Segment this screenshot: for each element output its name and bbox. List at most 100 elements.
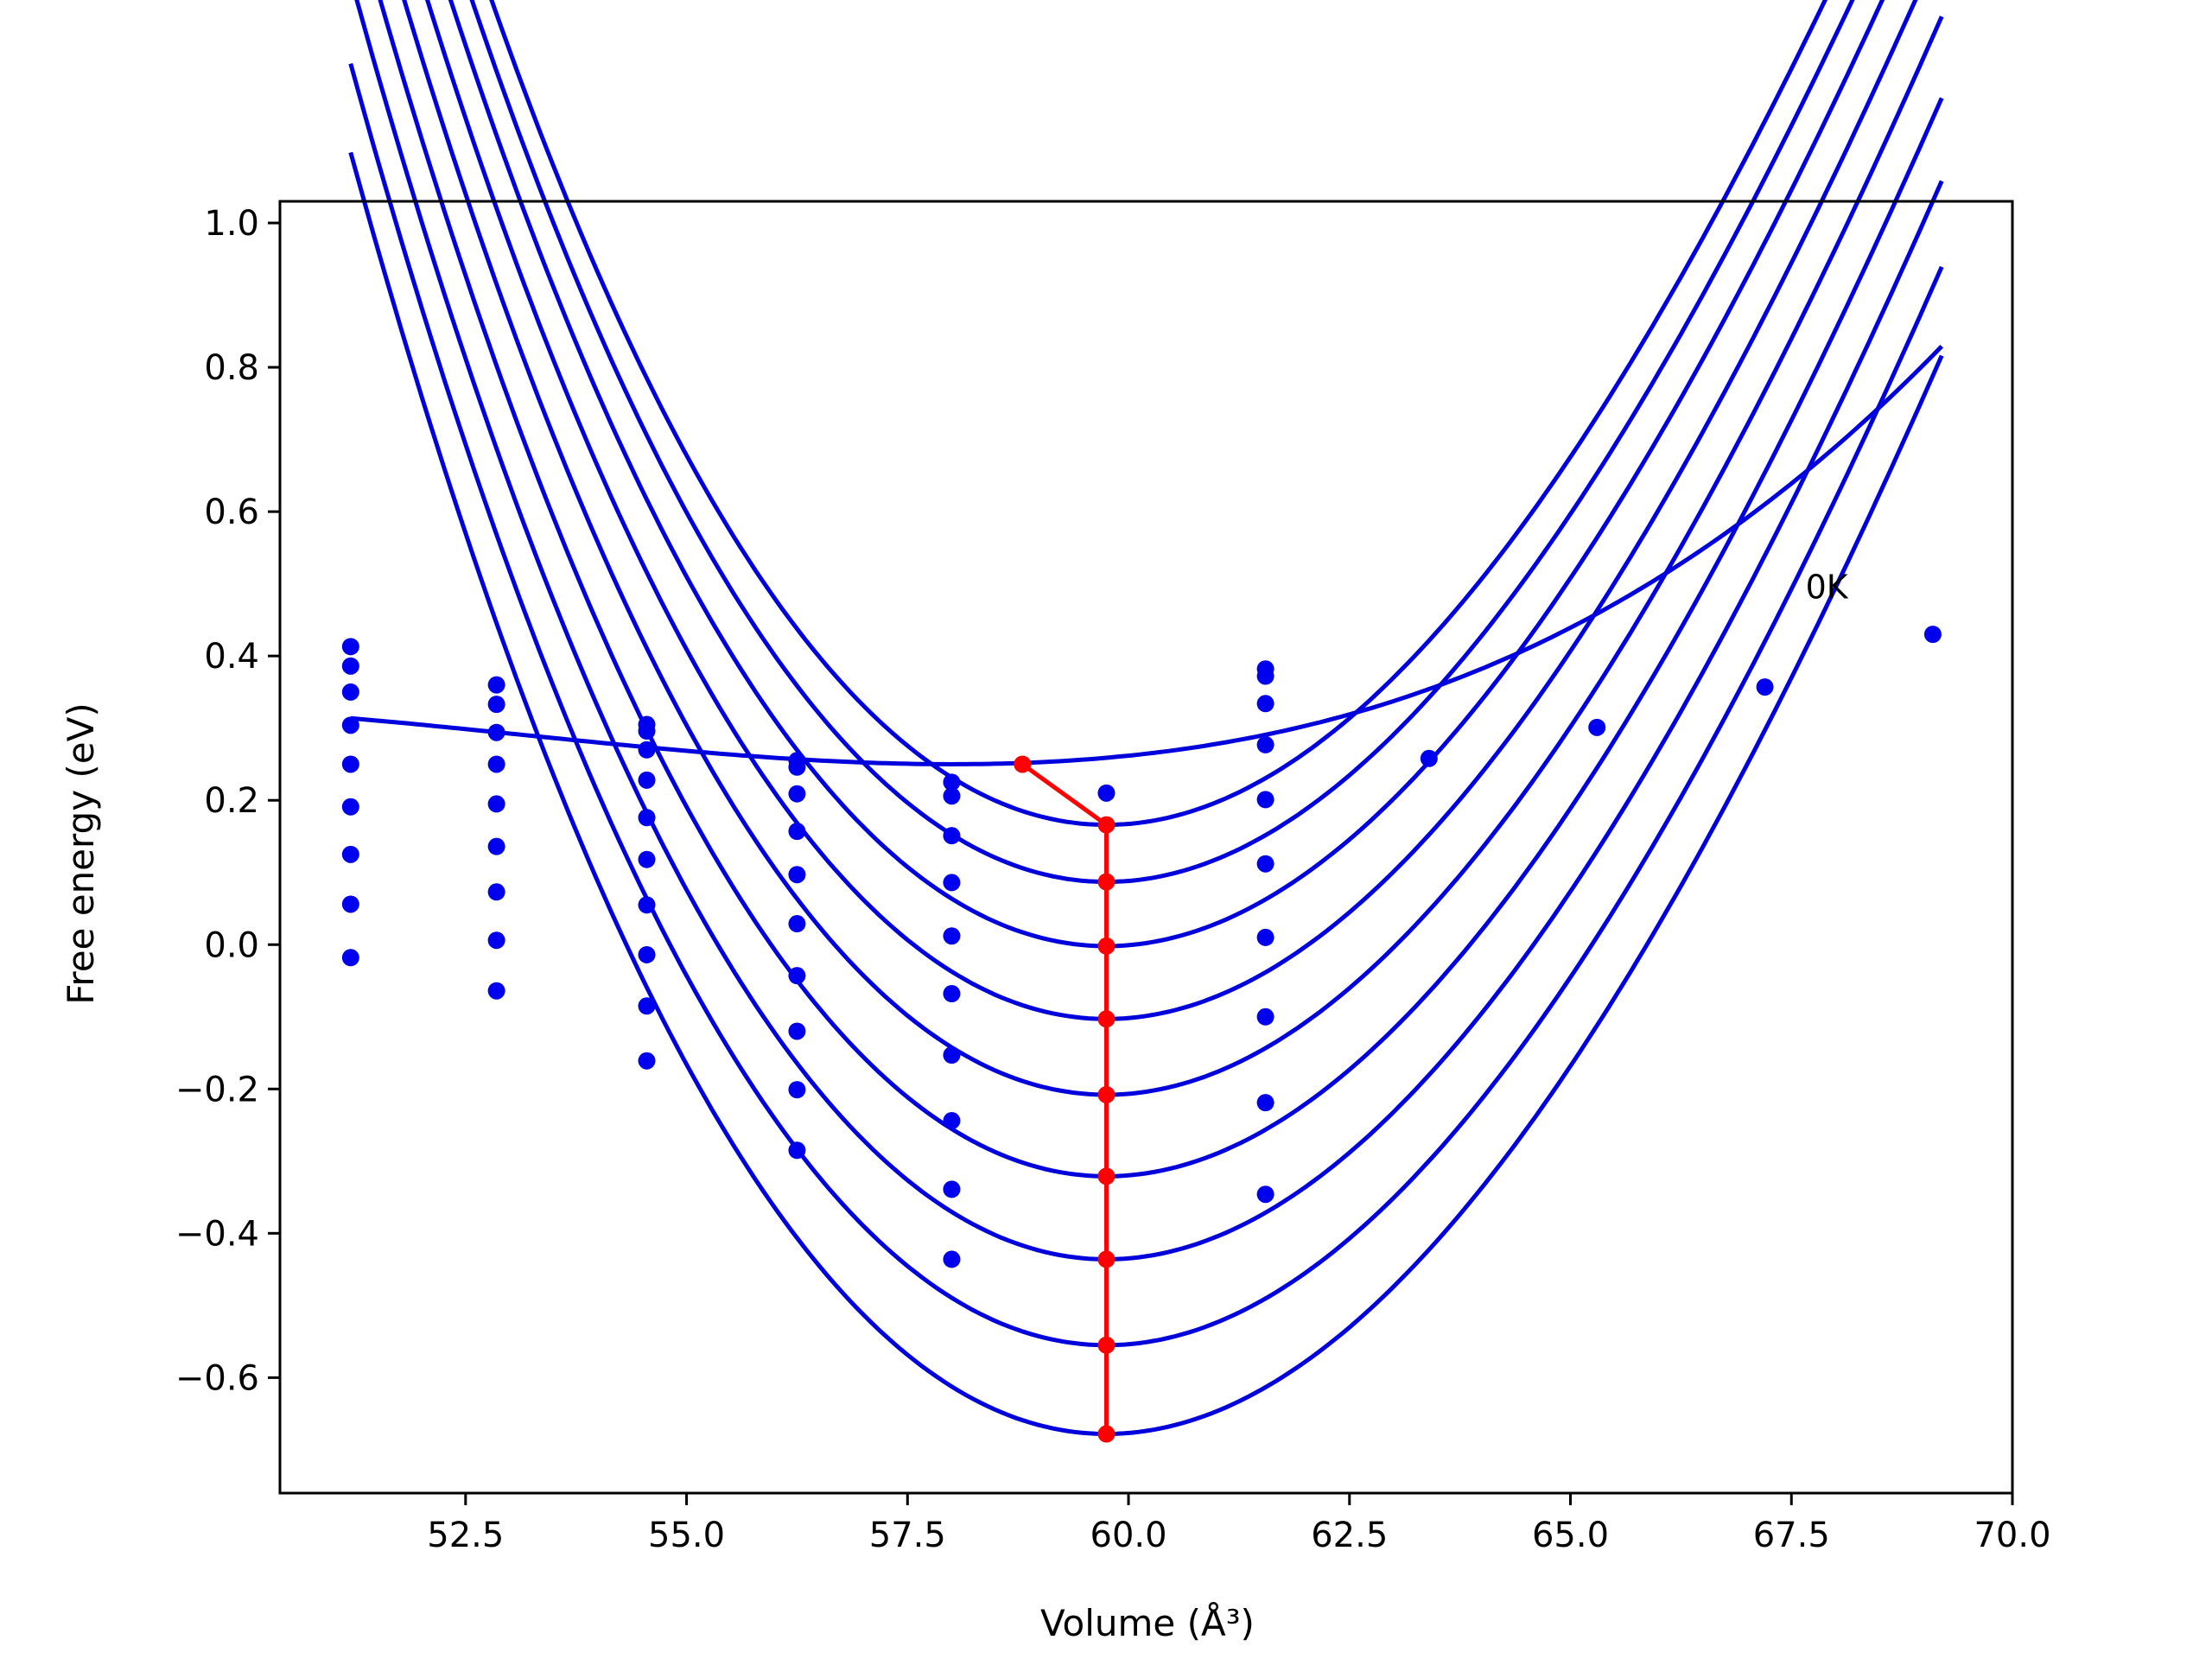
data-point [1256, 1094, 1274, 1112]
data-point [341, 657, 359, 675]
data-point [943, 1250, 961, 1268]
data-point [943, 1180, 961, 1198]
data-point [788, 866, 806, 884]
data-point [638, 850, 656, 868]
data-point [1256, 855, 1274, 873]
data-point [943, 874, 961, 892]
data-point [788, 1141, 806, 1160]
data-point [788, 1022, 806, 1040]
y-tick-label: 1.0 [204, 204, 259, 244]
data-point [943, 1046, 961, 1065]
fit-curve-10 [348, 151, 1944, 1436]
y-tick-label: 0.4 [204, 637, 259, 677]
data-point [1256, 667, 1274, 685]
data-point [487, 931, 505, 950]
minimum-point [1097, 1167, 1116, 1185]
y-tick-label: 0.2 [204, 781, 259, 821]
x-tick-label: 55.0 [648, 1516, 725, 1555]
minimum-point [1097, 1010, 1116, 1028]
data-point [341, 949, 359, 967]
minimum-point [1097, 816, 1116, 834]
fit-curve-8 [354, 0, 1944, 1262]
minimum-point [1097, 1336, 1116, 1354]
data-point [487, 837, 505, 855]
data-point [1588, 718, 1606, 736]
y-axis-ticks: −0.6 −0.4 −0.2 0.0 0.2 0.4 0.6 0.8 1.0 [175, 204, 280, 1398]
fit-curve-3 [469, 0, 1855, 885]
curve-annotation: 0K [1806, 568, 1849, 606]
x-tick-label: 70.0 [1974, 1516, 2050, 1555]
minimum-point [1097, 937, 1116, 955]
data-point [788, 967, 806, 985]
data-point [487, 883, 505, 901]
data-point [1420, 749, 1438, 767]
data-point [1256, 1007, 1274, 1026]
y-axis-label: Free energy (eV) [60, 702, 102, 1005]
x-tick-label: 52.5 [427, 1516, 504, 1555]
plot-frame [278, 200, 2014, 1495]
data-point [1756, 678, 1774, 696]
data-point [788, 785, 806, 803]
data-points [341, 626, 1942, 1268]
data-point [487, 755, 505, 773]
fit-curve-1 [350, 345, 1943, 767]
x-tick-label: 65.0 [1532, 1516, 1609, 1555]
fit-curve-9 [348, 63, 1944, 1348]
data-point [638, 1052, 656, 1070]
data-point [487, 676, 505, 694]
data-point [341, 895, 359, 913]
data-point [788, 1081, 806, 1099]
minima-path [1014, 755, 1116, 1443]
y-tick-label: −0.4 [175, 1214, 259, 1254]
data-point [638, 771, 656, 789]
data-point [638, 997, 656, 1015]
data-point [1097, 784, 1116, 802]
data-point [487, 795, 505, 813]
data-point [1256, 695, 1274, 713]
minimum-point [1097, 1425, 1116, 1443]
data-point [341, 755, 359, 773]
data-point [341, 638, 359, 656]
data-point [1256, 1185, 1274, 1204]
data-point [788, 915, 806, 933]
data-point [638, 896, 656, 914]
x-axis-label: Volume (Å³) [1040, 1601, 1255, 1644]
data-point [788, 758, 806, 776]
y-tick-label: 0.6 [204, 493, 259, 532]
data-point [341, 798, 359, 816]
y-tick-label: −0.2 [175, 1070, 259, 1109]
x-axis-ticks: 52.5 55.0 57.5 60.0 62.5 65.0 67.5 70.0 [427, 1493, 2051, 1555]
y-tick-label: 0.0 [204, 925, 259, 965]
x-tick-label: 67.5 [1753, 1516, 1830, 1555]
data-point [638, 741, 656, 759]
data-point [341, 716, 359, 734]
x-tick-label: 60.0 [1090, 1516, 1167, 1555]
data-point [487, 696, 505, 714]
data-point [487, 982, 505, 1000]
data-point [943, 787, 961, 805]
fit-curve-6 [402, 0, 1944, 1097]
minimum-point [1097, 1250, 1116, 1268]
y-tick-label: 0.8 [204, 348, 259, 388]
x-tick-label: 62.5 [1311, 1516, 1388, 1555]
data-point [341, 683, 359, 701]
data-point [1256, 791, 1274, 809]
fit-curve-5 [425, 0, 1918, 1021]
data-point [943, 1112, 961, 1130]
minimum-point [1097, 873, 1116, 891]
fit-curves [348, 0, 1944, 1436]
data-point [943, 927, 961, 945]
data-point [1923, 626, 1942, 644]
annotations: 0K [1806, 568, 1849, 606]
data-point [1256, 928, 1274, 946]
data-point [788, 823, 806, 841]
fit-curve-4 [448, 0, 1885, 949]
data-point [638, 945, 656, 963]
y-tick-label: −0.6 [175, 1358, 259, 1398]
data-point [943, 985, 961, 1003]
data-point [943, 773, 961, 791]
data-point [638, 722, 656, 741]
fit-curve-7 [378, 0, 1944, 1179]
fit-curve-2 [489, 0, 1828, 828]
